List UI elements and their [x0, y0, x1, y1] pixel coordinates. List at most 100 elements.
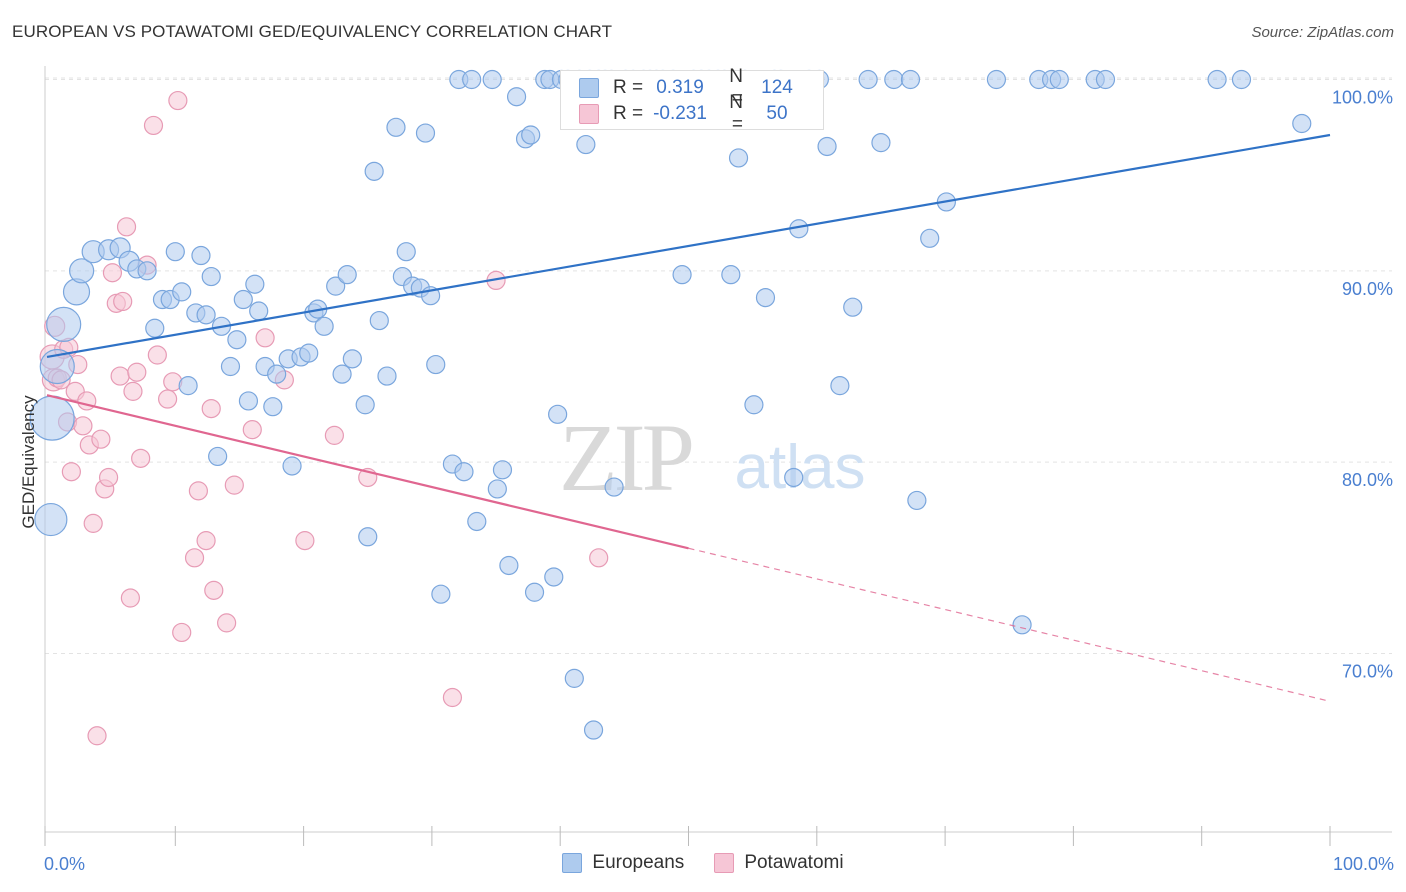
european-point [576, 134, 596, 155]
european-point [267, 364, 287, 384]
potawatomi-point [98, 467, 119, 488]
series-legend: Europeans Potawatomi [0, 852, 1406, 874]
potawatomi-point [295, 531, 315, 551]
y-tick-label: 100.0% [1332, 88, 1393, 108]
european-point [487, 479, 507, 499]
european-point [1095, 69, 1116, 90]
potawatomi-point [242, 420, 262, 440]
european-point [342, 349, 362, 369]
potawatomi-point [168, 90, 188, 111]
potawatomi-point [172, 622, 192, 643]
potawatomi-point [201, 398, 221, 419]
european-point [920, 228, 940, 248]
european-point [492, 460, 513, 480]
potawatomi-point [116, 217, 137, 237]
legend-r-value: 0.319 [656, 77, 704, 98]
x-tick-label-left: 0.0% [44, 854, 85, 874]
legend-r-label: R = [613, 103, 644, 124]
european-point [233, 289, 253, 310]
legend-n-value: 124 [761, 77, 793, 98]
european-point [326, 276, 346, 296]
european-point [364, 161, 384, 181]
potawatomi-point [158, 389, 178, 409]
potawatomi-label: Potawatomi [744, 852, 844, 873]
potawatomi-point [73, 416, 93, 436]
european-point [377, 366, 397, 386]
european-point [499, 555, 519, 576]
european-point [506, 87, 527, 107]
european-point [744, 395, 764, 415]
legend-swatch-potawatomi [579, 104, 599, 124]
europeans-label: Europeans [592, 852, 685, 873]
european-point [900, 69, 921, 90]
european-point [521, 125, 541, 145]
european-point [145, 318, 165, 338]
european-point [227, 330, 247, 350]
trend-lines [46, 133, 1331, 702]
european-point [1292, 113, 1312, 134]
european-point [1207, 69, 1227, 90]
european-point [208, 446, 228, 467]
european-point [220, 356, 241, 377]
potawatomi-point [102, 263, 123, 283]
european-point [386, 117, 406, 137]
european-point [884, 69, 904, 90]
series-legend-europeans[interactable]: Europeans [562, 852, 684, 874]
potawatomi-swatch [714, 853, 735, 873]
european-point [583, 720, 604, 740]
potawatomi-point [127, 362, 147, 382]
european-point [332, 364, 352, 384]
european-point [358, 527, 378, 547]
potawatomi-point [224, 475, 244, 495]
potawatomi-point [196, 531, 216, 551]
potawatomi-point [113, 291, 133, 312]
european-point [178, 376, 198, 396]
series-legend-potawatomi[interactable]: Potawatomi [714, 852, 844, 874]
europeans-swatch [562, 853, 583, 873]
european-point [165, 242, 185, 262]
european-point [369, 310, 389, 331]
x-tick-label-right: 100.0% [1333, 854, 1394, 874]
potawatomi-point [147, 345, 167, 365]
potawatomi-trend-line [46, 394, 689, 550]
european-point [355, 395, 375, 415]
european-point [34, 502, 68, 537]
potawatomi-point [131, 448, 151, 468]
european-point [46, 306, 82, 343]
legend-r-label: R = [613, 77, 644, 98]
european-point [196, 305, 216, 325]
source-label: Source: ZipAtlas.com [1251, 24, 1394, 41]
potawatomi-point [110, 366, 130, 386]
european-point [191, 245, 211, 266]
potawatomi-point [204, 580, 224, 600]
watermark-atlas: atlas [735, 433, 866, 502]
european-point [564, 668, 584, 688]
european-point [454, 462, 474, 482]
european-point [482, 69, 502, 90]
potawatomi-point [589, 548, 609, 568]
european-point [728, 148, 749, 168]
european-point [467, 511, 487, 532]
potawatomi-point [123, 381, 143, 401]
european-point [1012, 615, 1032, 635]
european-point [784, 467, 804, 488]
axes [44, 66, 1392, 846]
legend-r-value: -0.231 [653, 103, 707, 124]
potawatomi-point [87, 726, 107, 746]
european-point [548, 404, 568, 424]
european-point [39, 348, 75, 385]
stats-legend: R = 0.319 N = 124 R = -0.231 N = 50 [560, 66, 824, 135]
potawatomi-point [188, 481, 208, 501]
potawatomi-point [120, 588, 140, 608]
y-tick-label: 90.0% [1342, 279, 1393, 299]
potawatomi-trend-line-dashed [688, 547, 1331, 702]
european-point [69, 258, 95, 284]
y-axis-title: GED/Equivalency [19, 395, 38, 529]
european-point [314, 316, 334, 336]
european-point [238, 391, 259, 411]
y-tick-label: 80.0% [1342, 470, 1393, 490]
european-point [858, 69, 878, 90]
european-point [721, 265, 741, 285]
potawatomi-point [61, 462, 81, 482]
